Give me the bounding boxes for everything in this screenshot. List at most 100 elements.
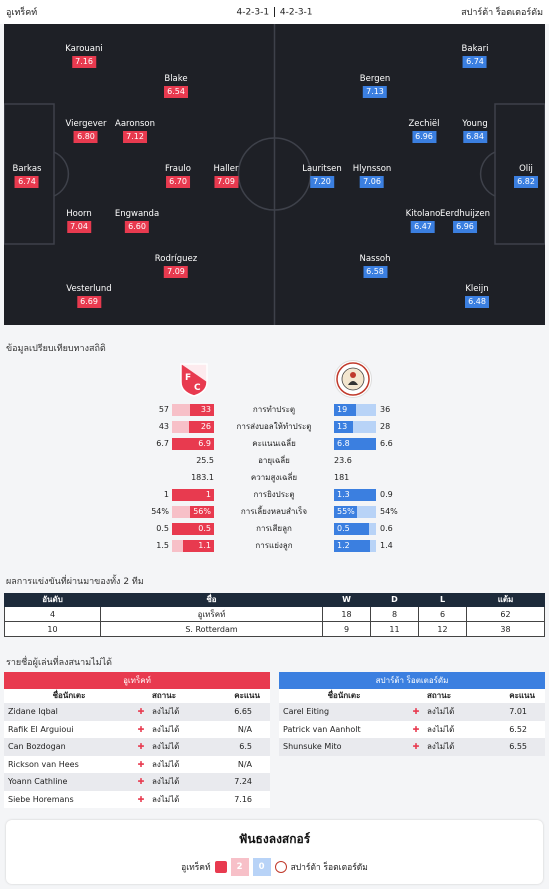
home-absent-list: อูเทร็คท์ ชื่อนักเตะ สถานะ คะแนน Zidane … bbox=[4, 672, 270, 808]
absent-status: ลงไม่ได้ bbox=[427, 707, 455, 716]
prediction-title: ฟันธงลงสกอร์ bbox=[238, 832, 311, 846]
home-player[interactable]: Vesterlund 6.69 bbox=[66, 284, 112, 308]
table-row[interactable]: 4 อูเทร็คท์ 18 8 6 62 bbox=[4, 606, 545, 622]
list-item[interactable]: Patrick van Aanholt ✚ ลงไม่ได้ 6.52 bbox=[279, 720, 545, 738]
player-name: Lauritsen bbox=[302, 164, 342, 174]
points: 38 bbox=[466, 621, 545, 637]
away-player[interactable]: Nassoh 6.58 bbox=[359, 254, 391, 278]
player-rating: 6.74 bbox=[14, 176, 39, 188]
player-rating: 6.47 bbox=[410, 221, 435, 233]
away-player[interactable]: Kleijn 6.48 bbox=[465, 284, 489, 308]
list-item[interactable]: Siebe Horemans ✚ ลงไม่ได้ 7.16 bbox=[4, 790, 270, 808]
absent-score: 7.24 bbox=[234, 777, 252, 786]
injury-cross-icon: ✚ bbox=[137, 759, 145, 769]
absent-score: 6.5 bbox=[239, 742, 252, 751]
home-player[interactable]: Blake 6.54 bbox=[164, 74, 188, 98]
player-name: Vesterlund bbox=[66, 284, 112, 294]
away-total: 1.4 bbox=[380, 541, 393, 550]
away-player[interactable]: Lauritsen 7.20 bbox=[302, 164, 342, 188]
score-prediction-card: ฟันธงลงสกอร์ อูเทร็คท์ 2 0 สปาร์ต้า ร็อต… bbox=[6, 820, 543, 884]
player-rating: 6.48 bbox=[465, 296, 489, 308]
away-total: 0.6 bbox=[380, 524, 393, 533]
col-spacer bbox=[134, 689, 148, 703]
stat-label: การทำประตู bbox=[252, 405, 296, 414]
absent-score: 7.16 bbox=[234, 794, 252, 804]
list-item[interactable]: Zidane Iqbal ✚ ลงไม่ได้ 6.65 bbox=[4, 703, 270, 721]
home-absent-header: อูเทร็คท์ bbox=[4, 672, 270, 689]
home-team-name[interactable]: อูเทร็คท์ bbox=[6, 8, 38, 18]
player-rating: 6.96 bbox=[452, 221, 477, 233]
player-name: Viergever bbox=[65, 119, 107, 129]
home-player[interactable]: Fraulo 6.70 bbox=[165, 164, 191, 188]
home-value: 25.5 bbox=[196, 456, 214, 465]
home-total: 1 bbox=[163, 490, 169, 499]
home-total: 6.7 bbox=[156, 439, 169, 448]
absent-player-name: Yoann Cathline bbox=[8, 777, 68, 786]
injury-cross-icon: ✚ bbox=[137, 707, 145, 716]
absent-status: ลงไม่ได้ bbox=[427, 724, 455, 734]
stat-label: การเสียลูก bbox=[256, 524, 292, 533]
player-rating: 6.84 bbox=[463, 131, 487, 143]
player-rating: 6.80 bbox=[73, 131, 98, 143]
away-player[interactable]: Hlynsson 7.06 bbox=[352, 164, 392, 188]
player-rating: 6.54 bbox=[164, 86, 188, 98]
away-bar: 55% bbox=[334, 506, 376, 518]
rank: 10 bbox=[4, 621, 101, 637]
stat-row: 43 26 การส่งบอลให้ทำประตู 13 28 bbox=[0, 421, 549, 433]
home-player[interactable]: Engwanda 6.60 bbox=[115, 209, 159, 233]
injury-cross-icon: ✚ bbox=[412, 707, 420, 716]
home-player[interactable]: Aaronson 7.12 bbox=[115, 119, 155, 143]
list-item[interactable]: Rafik El Arguioui ✚ ลงไม่ได้ N/A bbox=[4, 720, 270, 738]
prediction-away-team[interactable]: สปาร์ต้า ร็อตเตอร์ดัม bbox=[290, 863, 368, 873]
col-status: สถานะ bbox=[152, 691, 176, 700]
stat-label: อายุเฉลี่ย bbox=[258, 456, 290, 465]
table-row[interactable]: 10 S. Rotterdam 9 11 12 38 bbox=[4, 621, 545, 637]
player-name: Hlynsson bbox=[352, 164, 392, 174]
stat-label: การแย่งลูก bbox=[255, 541, 293, 550]
away-total: 0.9 bbox=[380, 490, 393, 499]
absent-score: 7.01 bbox=[509, 707, 527, 716]
prediction-home-team[interactable]: อูเทร็คท์ bbox=[181, 863, 211, 873]
stat-row: 1 1 การยิงประตู 1.3 0.9 bbox=[0, 489, 549, 501]
absent-columns: ชื่อนักเตะ สถานะ คะแนน bbox=[279, 689, 545, 703]
home-bar: 1 bbox=[172, 489, 214, 501]
home-player[interactable]: Karouani 7.16 bbox=[65, 44, 103, 68]
home-bar: 56% bbox=[172, 506, 214, 518]
home-player[interactable]: Rodríguez 7.09 bbox=[155, 254, 197, 278]
losses: 6 bbox=[418, 606, 467, 622]
home-player[interactable]: Viergever 6.80 bbox=[65, 119, 107, 143]
list-item[interactable]: Yoann Cathline ✚ ลงไม่ได้ 7.24 bbox=[4, 773, 270, 791]
away-player[interactable]: Bakari 6.74 bbox=[462, 44, 488, 68]
col-l: L bbox=[418, 593, 467, 607]
wins: 9 bbox=[322, 621, 371, 637]
home-player[interactable]: Hoorn 7.04 bbox=[66, 209, 92, 233]
away-player[interactable]: Zechiël 6.96 bbox=[408, 119, 440, 143]
absent-score: N/A bbox=[237, 759, 252, 769]
injury-cross-icon: ✚ bbox=[137, 777, 145, 786]
away-total: 36 bbox=[380, 405, 391, 414]
away-player[interactable]: Bergen 7.13 bbox=[360, 74, 390, 98]
standings-table: อันดับ ชื่อ W D L แต้ม 4 อูเทร็คท์ 18 8 … bbox=[4, 593, 545, 637]
away-player[interactable]: Kitolano 6.47 bbox=[406, 209, 440, 233]
list-item[interactable]: Rickson van Hees ✚ ลงไม่ได้ N/A bbox=[4, 755, 270, 773]
standings-title: ผลการแข่งขันที่ผ่านมาของทั้ง 2 ทีม bbox=[6, 577, 144, 587]
player-rating: 6.96 bbox=[411, 131, 436, 143]
away-player[interactable]: Young 6.84 bbox=[462, 119, 488, 143]
away-team-name[interactable]: สปาร์ต้า ร็อตเตอร์ดัม bbox=[461, 8, 543, 18]
away-absent-header: สปาร์ต้า ร็อตเตอร์ดัม bbox=[279, 672, 545, 689]
list-item[interactable]: Can Bozdogan ✚ ลงไม่ได้ 6.5 bbox=[4, 738, 270, 756]
home-player[interactable]: Haller 7.09 bbox=[213, 164, 239, 188]
list-item[interactable]: Carel Eiting ✚ ลงไม่ได้ 7.01 bbox=[279, 703, 545, 721]
stat-row: 25.5 อายุเฉลี่ย 23.6 bbox=[0, 455, 549, 467]
player-name: Eerdhuijzen bbox=[440, 209, 490, 219]
absent-score: 6.52 bbox=[509, 724, 527, 734]
home-player[interactable]: Barkas 6.74 bbox=[12, 164, 42, 188]
away-player[interactable]: Eerdhuijzen 6.96 bbox=[440, 209, 490, 233]
col-score: คะแนน bbox=[509, 691, 535, 700]
home-bar-fill: 56% bbox=[190, 506, 214, 518]
player-name: Barkas bbox=[12, 164, 42, 174]
list-item[interactable]: Shunsuke Mito ✚ ลงไม่ได้ 6.55 bbox=[279, 738, 545, 756]
away-player[interactable]: Olij 6.82 bbox=[514, 164, 538, 188]
stat-row: 0.5 0.5 การเสียลูก 0.5 0.6 bbox=[0, 523, 549, 535]
home-total: 54% bbox=[151, 507, 169, 516]
